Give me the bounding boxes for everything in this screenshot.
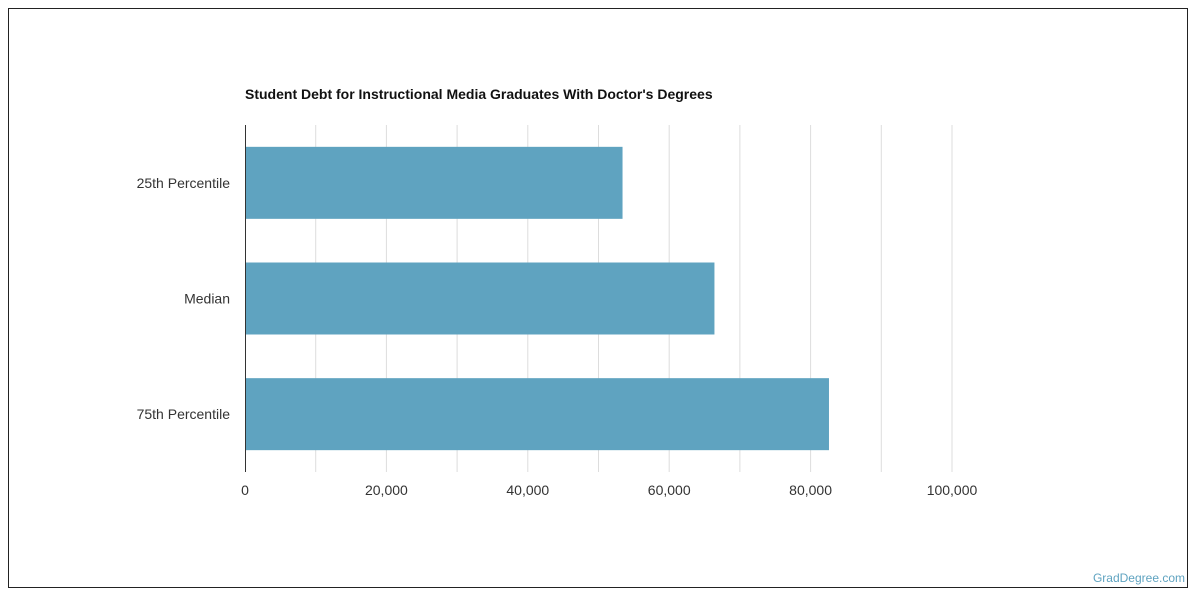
category-label: Median — [184, 291, 230, 307]
source-label[interactable]: GradDegree.com — [1092, 571, 1185, 585]
chart-frame — [8, 8, 1188, 588]
x-tick-label: 20,000 — [365, 482, 408, 498]
chart-title: Student Debt for Instructional Media Gra… — [245, 86, 713, 102]
bar — [245, 146, 623, 219]
bar — [245, 262, 715, 335]
x-tick-label: 40,000 — [506, 482, 549, 498]
x-tick-label: 80,000 — [789, 482, 832, 498]
category-label: 75th Percentile — [137, 406, 231, 422]
x-tick-label: 100,000 — [927, 482, 978, 498]
bar — [245, 378, 829, 451]
category-label: 25th Percentile — [137, 175, 231, 191]
x-tick-label: 60,000 — [648, 482, 691, 498]
x-tick-label: 0 — [241, 482, 249, 498]
